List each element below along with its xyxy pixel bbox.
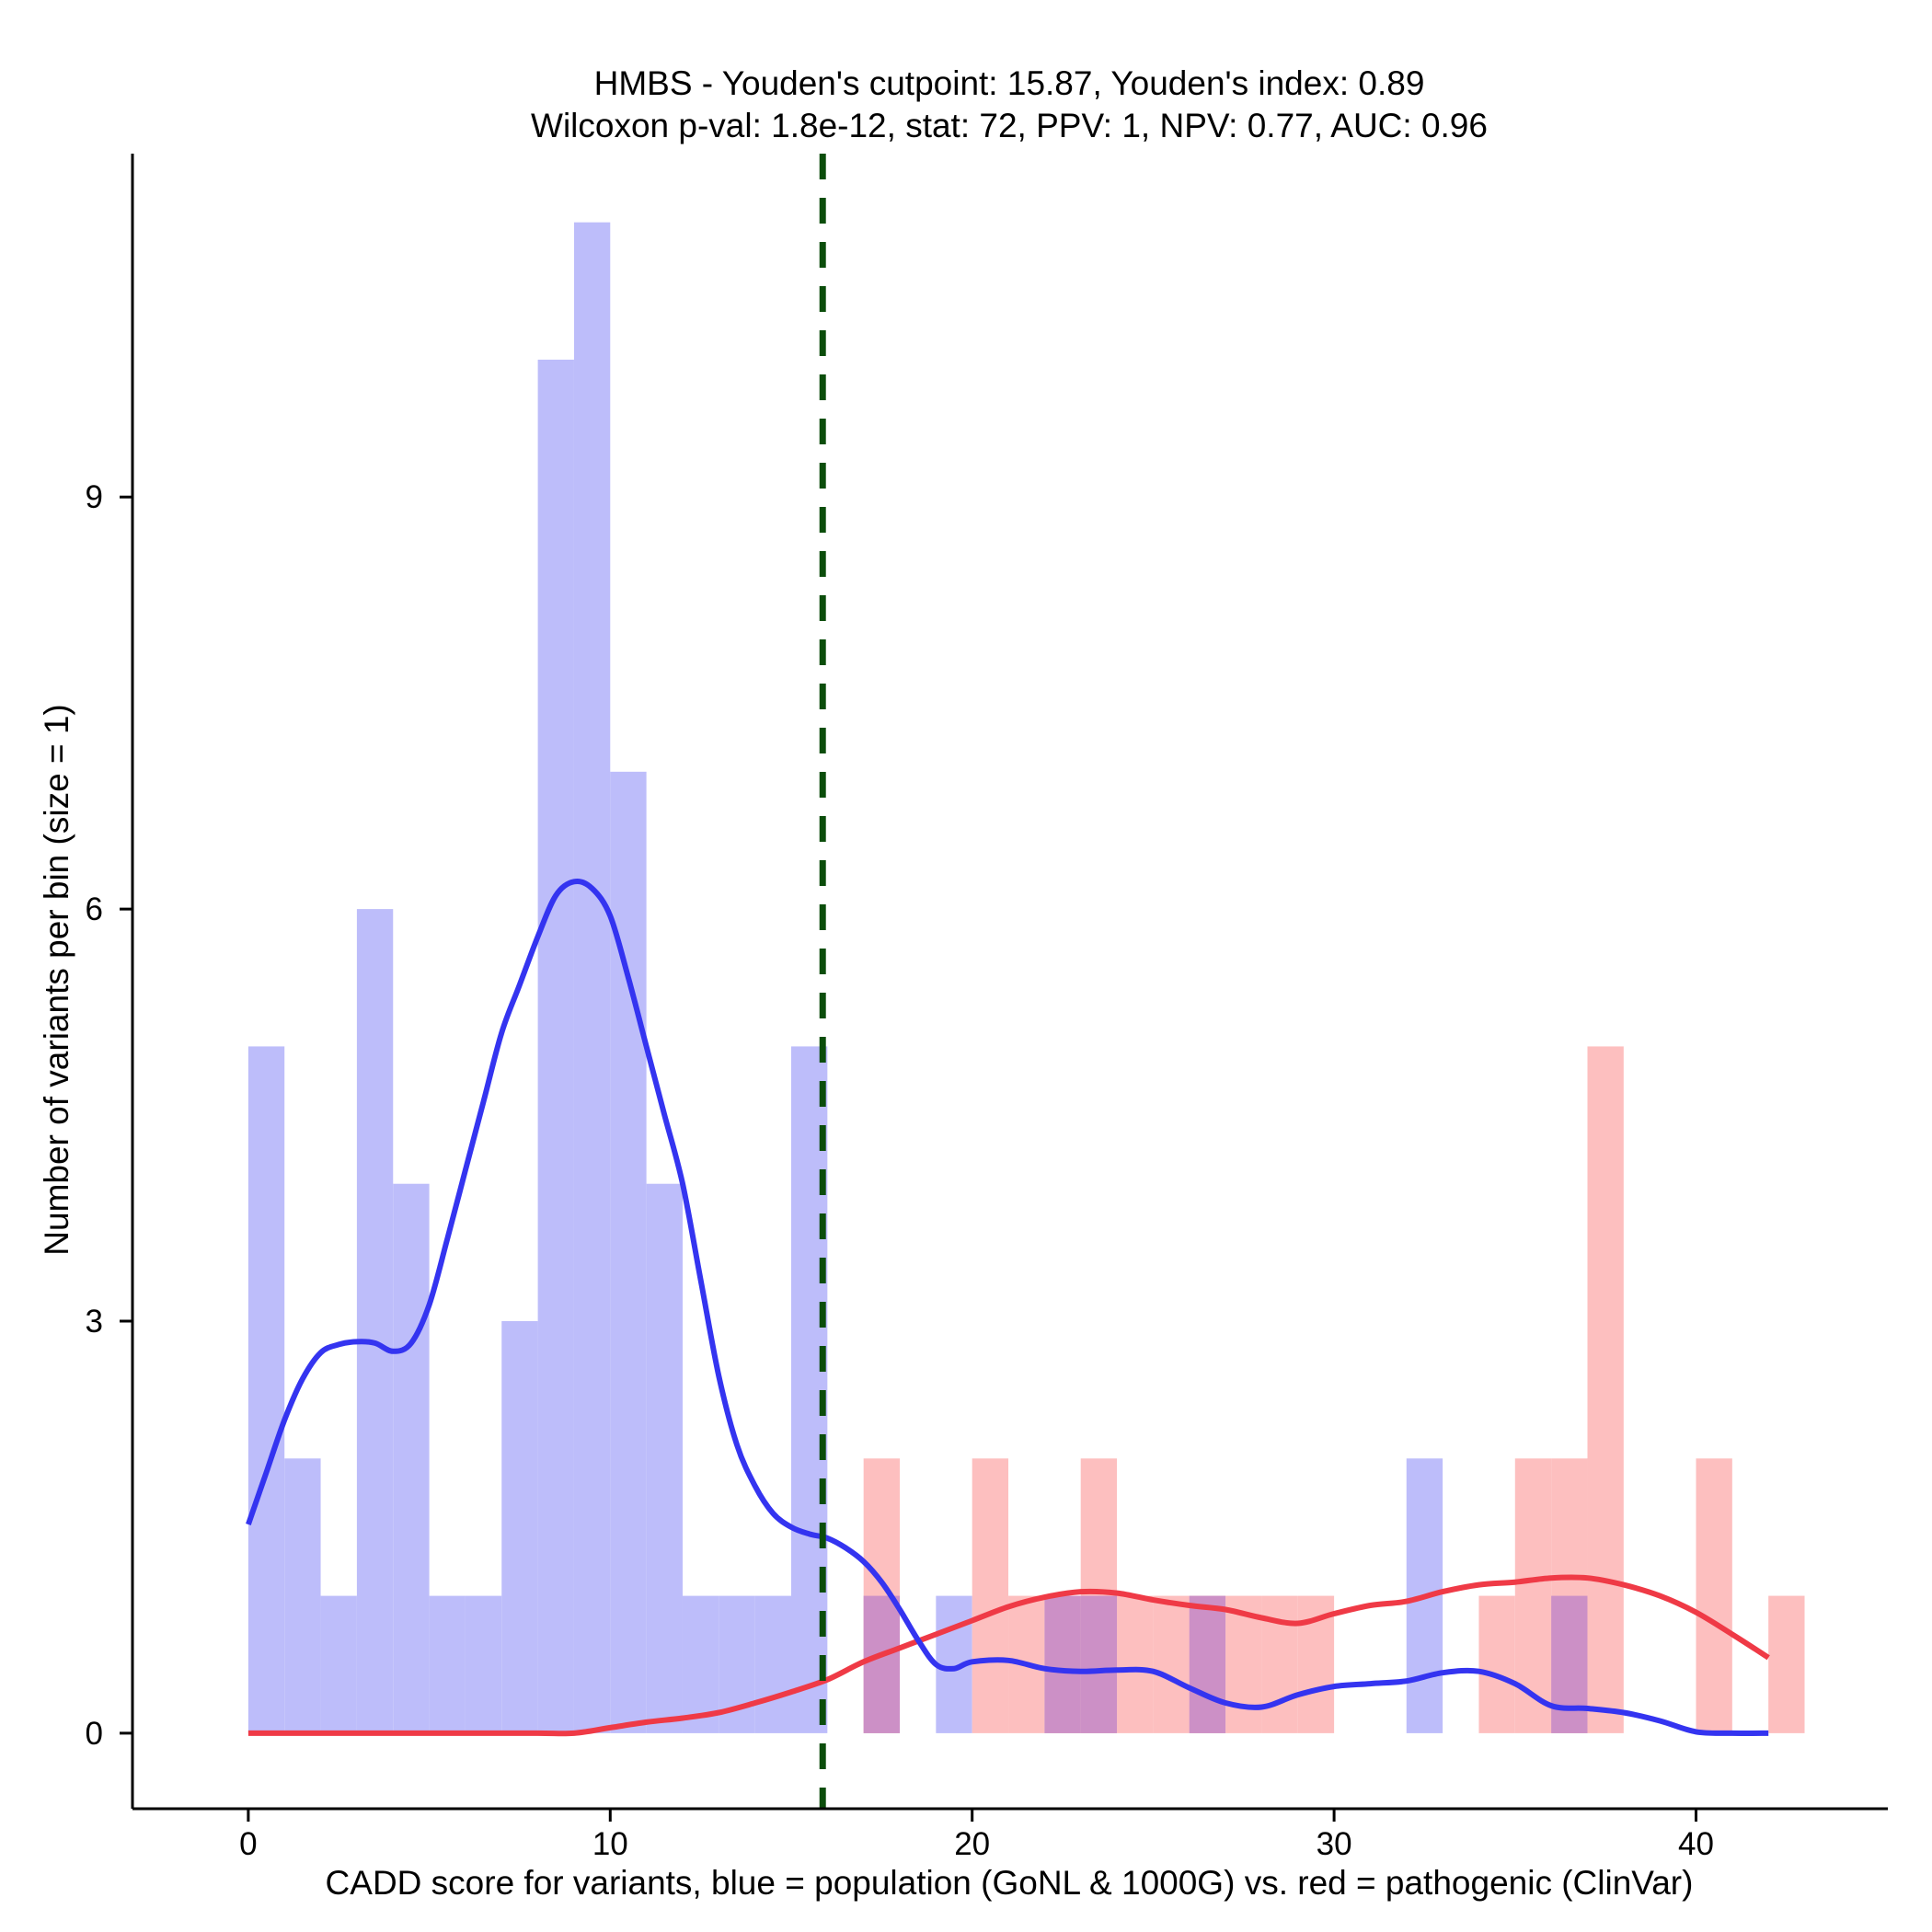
x-axis-ticks: 0 10 20 30 40 [239, 1809, 1714, 1862]
x-tick-label: 0 [239, 1826, 257, 1862]
population-bar [247, 1046, 285, 1733]
population-bar [646, 1183, 683, 1733]
chart-titles: HMBS - Youden's cutpoint: 15.87, Youden'… [531, 64, 1488, 144]
overlap-bar [1189, 1595, 1226, 1733]
population-bar [682, 1595, 719, 1733]
x-tick-label: 10 [592, 1826, 628, 1862]
pathogenic-bar [1478, 1595, 1515, 1733]
population-bar [610, 771, 647, 1733]
population-bar [356, 909, 394, 1733]
population-density-line [246, 878, 1769, 1736]
pathogenic-bar [972, 1458, 1009, 1733]
x-tick-label: 30 [1317, 1826, 1352, 1862]
chart-axes [131, 154, 1888, 1811]
overlap-bar [1044, 1595, 1081, 1733]
pathogenic-bar [1696, 1458, 1732, 1733]
y-axis-ticks: 0 3 6 9 [86, 479, 132, 1752]
population-bar [320, 1595, 357, 1733]
overlap-bar [1080, 1595, 1118, 1733]
pathogenic-bar [1587, 1046, 1624, 1733]
x-axis-label: CADD score for variants, blue = populati… [326, 1864, 1694, 1902]
y-tick-label: 6 [86, 891, 103, 927]
pathogenic-bar [1117, 1595, 1154, 1733]
population-bar [429, 1595, 466, 1733]
pathogenic-bar [1153, 1595, 1190, 1733]
y-axis-label: Number of variants per bin (size = 1) [38, 704, 75, 1255]
overlap-bar [1551, 1595, 1588, 1733]
pathogenic-density-line [247, 1574, 1770, 1737]
histogram-bars [247, 222, 1805, 1733]
population-bar [465, 1595, 502, 1733]
chart-title: HMBS - Youden's cutpoint: 15.87, Youden'… [594, 64, 1425, 102]
y-tick-label: 9 [86, 479, 103, 515]
y-tick-label: 3 [86, 1304, 103, 1340]
x-tick-label: 20 [954, 1826, 990, 1862]
population-bar [537, 359, 574, 1733]
density-curves [246, 878, 1770, 1737]
overlap-bar [863, 1595, 901, 1733]
x-tick-label: 40 [1678, 1826, 1714, 1862]
population-bar [284, 1458, 321, 1733]
population-bar [573, 222, 611, 1733]
y-tick-label: 0 [86, 1716, 103, 1752]
chart-subtitle: Wilcoxon p-val: 1.8e-12, stat: 72, PPV: … [531, 107, 1488, 144]
population-bar [754, 1595, 791, 1733]
population-bar [393, 1183, 430, 1733]
pathogenic-bar [1768, 1595, 1805, 1733]
population-bar [501, 1321, 538, 1733]
